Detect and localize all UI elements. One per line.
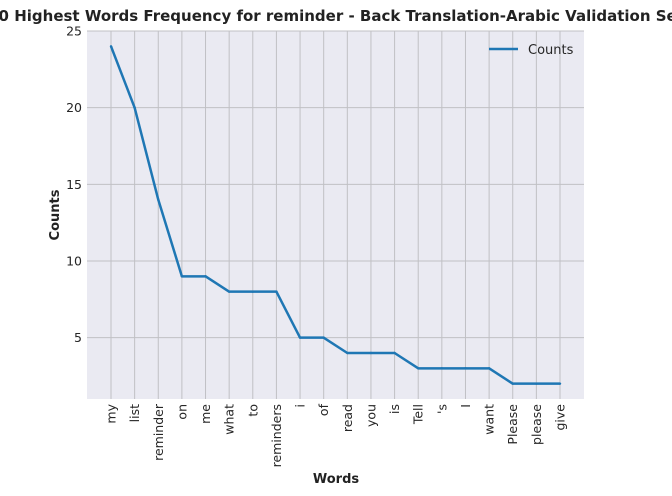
- x-tick-label: list: [127, 404, 142, 422]
- x-tick-label: Please: [505, 404, 520, 445]
- x-tick-label: give: [553, 404, 568, 431]
- data-point: [535, 382, 538, 385]
- data-point: [180, 275, 184, 278]
- data-point: [204, 275, 207, 278]
- x-tick-label: i: [293, 404, 308, 407]
- x-tick-label: you: [363, 404, 378, 427]
- y-tick-label: 15: [66, 177, 82, 192]
- x-tick-label: read: [340, 404, 355, 432]
- data-point: [558, 382, 562, 385]
- y-tick-label: 5: [74, 330, 82, 345]
- x-tick-label: of: [316, 403, 331, 416]
- x-tick-label: what: [222, 404, 237, 435]
- x-tick-label: 's: [434, 404, 449, 414]
- x-tick-label: to: [245, 404, 260, 417]
- x-axis-ticks: my list reminder on me what to reminders i of read…: [104, 403, 568, 467]
- data-point: [417, 367, 420, 370]
- x-axis-label: Words: [313, 472, 360, 487]
- data-point: [157, 198, 160, 201]
- data-point: [133, 106, 136, 109]
- data-point: [109, 45, 113, 48]
- y-axis-ticks: 5 10 15 20 25: [66, 24, 82, 346]
- data-point: [322, 336, 325, 339]
- data-point: [227, 290, 231, 293]
- y-axis-label: Counts: [48, 189, 63, 240]
- data-point: [275, 290, 278, 293]
- series-line-counts: [109, 45, 560, 385]
- x-tick-label: is: [387, 404, 402, 414]
- x-tick-label: reminder: [151, 403, 166, 461]
- x-tick-label: please: [529, 404, 544, 445]
- x-tick-label: want: [482, 404, 497, 435]
- x-tick-label: I: [458, 404, 473, 408]
- data-point: [393, 351, 396, 355]
- x-tick-label: Tell: [411, 404, 426, 425]
- data-point: [440, 367, 444, 370]
- y-tick-label: 10: [66, 254, 82, 269]
- legend: Counts: [489, 43, 574, 58]
- plot-area: [87, 31, 584, 399]
- chart-title: 20 Highest Words Frequency for reminder …: [0, 7, 672, 25]
- x-tick-label: my: [104, 403, 119, 423]
- data-point: [251, 290, 254, 293]
- x-tick-label: reminders: [269, 404, 284, 467]
- data-point: [346, 351, 349, 355]
- data-point: [369, 351, 373, 355]
- x-tick-label: on: [174, 404, 189, 420]
- series-layer: [109, 45, 562, 385]
- x-tick-label: me: [198, 404, 213, 424]
- legend-label: Counts: [528, 43, 574, 58]
- data-point: [298, 336, 302, 339]
- data-point: [487, 367, 491, 370]
- data-point: [511, 382, 514, 385]
- y-tick-label: 25: [66, 24, 82, 39]
- y-tick-label: 20: [66, 100, 82, 115]
- data-point: [464, 367, 467, 370]
